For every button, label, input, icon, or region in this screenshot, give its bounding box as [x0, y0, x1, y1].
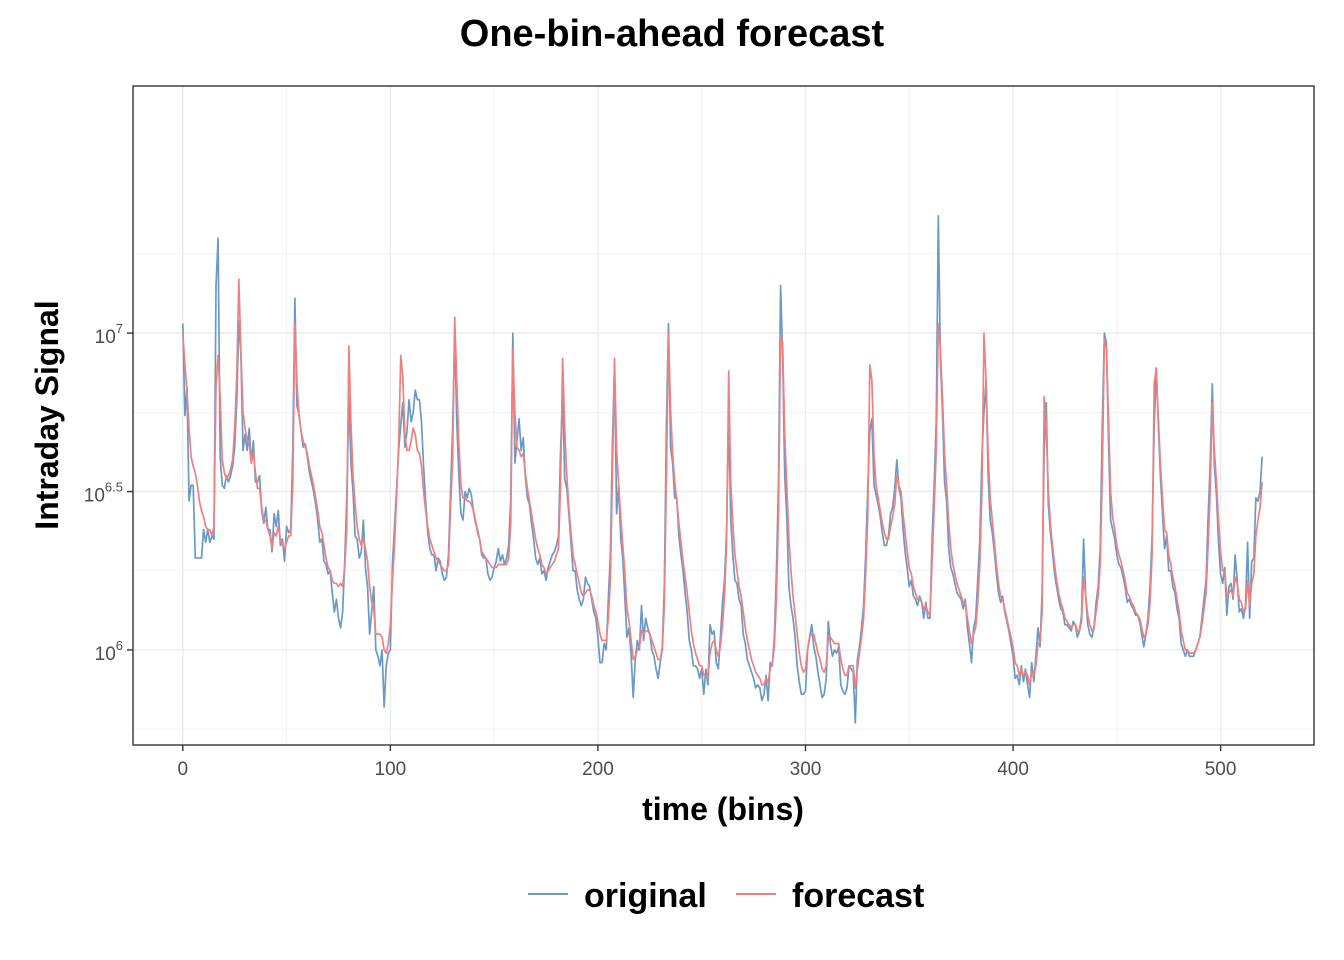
x-tick-label: 0: [178, 759, 189, 780]
x-tick-label: 500: [1205, 759, 1237, 780]
y-axis: 106 106.5 107: [84, 321, 133, 665]
legend-label-forecast: forecast: [792, 877, 924, 915]
series-layer: [181, 215, 1263, 724]
chart-title: One-bin-ahead forecast: [460, 13, 885, 55]
legend-label-original: original: [584, 877, 707, 915]
y-tick-label: 107: [95, 321, 123, 348]
series-line-forecast: [181, 278, 1263, 689]
panel-background: [133, 86, 1314, 745]
grid-minor: [133, 86, 1314, 745]
y-axis-title: Intraday Signal: [29, 300, 65, 529]
y-tick-label: 106: [95, 638, 123, 665]
legend: original forecast: [528, 877, 924, 915]
y-tick-label: 106.5: [84, 480, 123, 507]
x-tick-label: 400: [997, 759, 1029, 780]
x-tick-label: 100: [375, 759, 407, 780]
x-axis: 0 100 200 300 400 500: [178, 745, 1237, 780]
x-tick-label: 200: [582, 759, 614, 780]
panel-border: [132, 85, 1315, 746]
x-axis-title: time (bins): [642, 791, 804, 827]
x-tick-label: 300: [790, 759, 822, 780]
plot-panel: [132, 85, 1315, 746]
